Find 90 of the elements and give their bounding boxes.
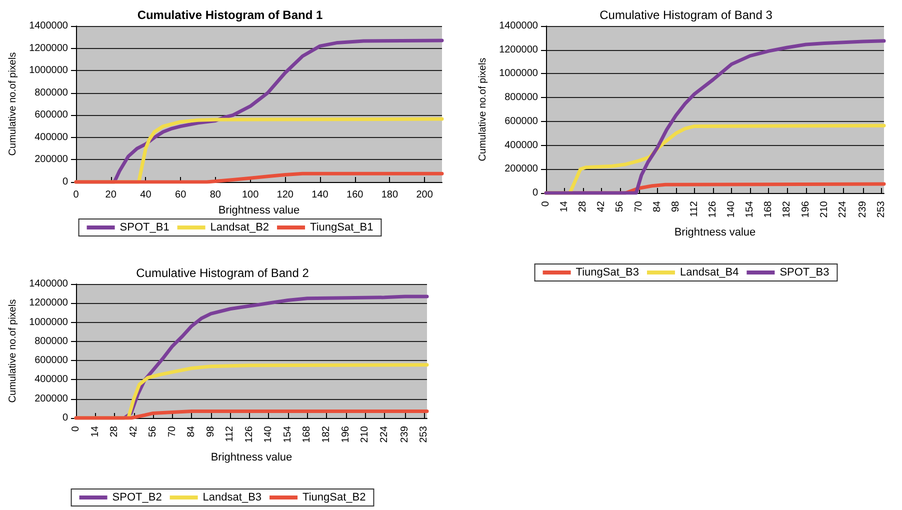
legend-label: SPOT_B3 xyxy=(780,266,830,278)
x-tick-label: 14 xyxy=(90,426,101,438)
x-tick-label: 239 xyxy=(399,426,410,443)
x-tick-label: 253 xyxy=(876,200,887,218)
x-tick-label: 224 xyxy=(837,200,848,218)
y-tick-label: 200000 xyxy=(34,154,68,166)
y-tick-label: 400000 xyxy=(34,132,68,143)
x-tick-label: 20 xyxy=(105,190,117,200)
chart-title: Cumulative Histogram of Band 1 xyxy=(137,8,323,22)
x-tick-label: 56 xyxy=(148,426,159,438)
x-tick-label: 70 xyxy=(166,426,178,438)
x-tick-label: 196 xyxy=(800,200,812,218)
y-tick-label: 200000 xyxy=(34,393,68,404)
legend-label: TiungSat_B2 xyxy=(302,492,366,504)
x-tick-label: 98 xyxy=(205,426,216,438)
x-tick-label: 140 xyxy=(312,190,329,200)
x-tick-label: 0 xyxy=(70,426,82,432)
y-axis-title: Cumulative no.of pixels xyxy=(8,52,18,156)
x-tick-label: 253 xyxy=(418,426,430,443)
x-tick-label: 80 xyxy=(210,190,222,200)
x-tick-label: 126 xyxy=(708,200,719,218)
x-tick-label: 154 xyxy=(282,426,294,443)
y-tick-label: 1400000 xyxy=(499,20,538,32)
y-tick-label: 1200000 xyxy=(29,42,68,54)
y-tick-label: 800000 xyxy=(34,336,68,347)
legend-label: Landsat_B3 xyxy=(202,492,262,504)
legend-label: SPOT_B2 xyxy=(112,492,162,504)
y-tick-label: 1000000 xyxy=(499,68,538,80)
x-tick-label: 100 xyxy=(242,190,260,200)
x-tick-label: 120 xyxy=(276,190,294,200)
x-tick-label: 224 xyxy=(378,426,390,443)
y-tick-label: 200000 xyxy=(504,164,538,175)
x-tick-label: 28 xyxy=(109,426,120,438)
x-tick-label: 0 xyxy=(73,190,80,200)
x-tick-label: 56 xyxy=(614,200,626,212)
x-tick-label: 196 xyxy=(340,426,352,443)
y-tick-label: 600000 xyxy=(34,355,68,366)
x-axis-title: Brightness value xyxy=(210,452,292,464)
x-tick-label: 126 xyxy=(244,426,255,443)
x-tick-label: 84 xyxy=(186,426,198,438)
y-tick-label: 1400000 xyxy=(29,20,68,32)
y-tick-label: 1000000 xyxy=(29,316,68,328)
y-tick-label: 1000000 xyxy=(29,65,68,76)
y-tick-label: 600000 xyxy=(504,116,538,127)
x-tick-label: 14 xyxy=(559,200,570,212)
chart-title: Cumulative Histogram of Band 2 xyxy=(136,266,310,280)
y-tick-label: 1200000 xyxy=(499,44,538,56)
x-tick-label: 182 xyxy=(321,426,332,443)
x-tick-label: 70 xyxy=(633,200,644,212)
legend-label: Landsat_B2 xyxy=(210,222,270,234)
y-tick-label: 800000 xyxy=(504,92,538,104)
y-tick-label: 600000 xyxy=(34,110,68,121)
y-tick-label: 400000 xyxy=(504,140,538,151)
y-tick-label: 800000 xyxy=(34,87,68,98)
x-tick-label: 42 xyxy=(128,426,140,438)
y-tick-label: 0 xyxy=(62,412,68,424)
legend-label: TiungSat_B1 xyxy=(310,222,374,234)
x-tick-label: 160 xyxy=(346,190,364,200)
x-tick-label: 182 xyxy=(782,200,793,218)
y-axis-title: Cumulative no.of pixels xyxy=(478,58,488,162)
y-tick-label: 400000 xyxy=(34,374,68,386)
x-tick-label: 28 xyxy=(578,200,589,212)
x-tick-label: 42 xyxy=(596,200,608,212)
x-tick-label: 210 xyxy=(818,200,830,218)
legend-label: TiungSat_B3 xyxy=(576,266,639,278)
legend-label: Landsat_B4 xyxy=(680,266,739,278)
y-tick-label: 0 xyxy=(62,176,68,188)
x-tick-label: 154 xyxy=(744,200,756,218)
x-tick-label: 239 xyxy=(857,200,868,218)
x-axis-title: Brightness value xyxy=(218,204,300,216)
legend-label: SPOT_B1 xyxy=(120,222,170,234)
y-tick-label: 1200000 xyxy=(29,298,68,309)
y-axis-title: Cumulative no.of pixels xyxy=(8,299,18,403)
x-tick-label: 168 xyxy=(763,200,774,218)
x-tick-label: 200 xyxy=(416,190,434,200)
x-tick-label: 98 xyxy=(670,200,682,212)
x-tick-label: 0 xyxy=(540,200,552,207)
x-tick-label: 210 xyxy=(360,426,371,443)
x-tick-label: 40 xyxy=(140,190,152,200)
x-tick-label: 168 xyxy=(302,426,313,443)
x-tick-label: 140 xyxy=(726,200,738,218)
x-tick-label: 140 xyxy=(263,426,274,443)
x-tick-label: 112 xyxy=(224,426,236,442)
x-tick-label: 112 xyxy=(688,200,700,217)
x-axis-title: Brightness value xyxy=(674,226,756,238)
x-tick-label: 84 xyxy=(652,200,663,212)
x-tick-label: 60 xyxy=(175,190,187,200)
x-tick-label: 180 xyxy=(381,190,398,200)
chart-title: Cumulative Histogram of Band 3 xyxy=(600,8,773,22)
y-tick-label: 1400000 xyxy=(29,278,68,290)
